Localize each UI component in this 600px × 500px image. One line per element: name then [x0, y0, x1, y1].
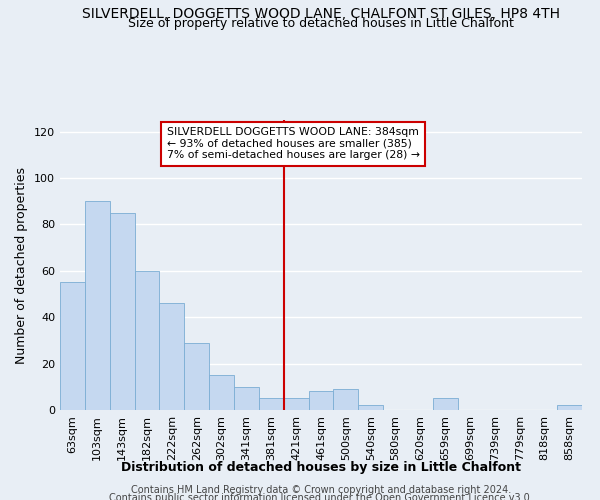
Bar: [284, 398, 308, 410]
Bar: [234, 387, 259, 410]
Bar: [557, 406, 582, 410]
Bar: [110, 213, 134, 410]
Bar: [160, 304, 184, 410]
Text: SILVERDELL, DOGGETTS WOOD LANE, CHALFONT ST GILES, HP8 4TH: SILVERDELL, DOGGETTS WOOD LANE, CHALFONT…: [82, 8, 560, 22]
Bar: [209, 375, 234, 410]
Bar: [334, 389, 358, 410]
Text: Contains HM Land Registry data © Crown copyright and database right 2024.: Contains HM Land Registry data © Crown c…: [131, 485, 511, 495]
Bar: [85, 201, 110, 410]
Bar: [60, 282, 85, 410]
Bar: [134, 271, 160, 410]
Text: SILVERDELL DOGGETTS WOOD LANE: 384sqm
← 93% of detached houses are smaller (385): SILVERDELL DOGGETTS WOOD LANE: 384sqm ← …: [167, 127, 420, 160]
Bar: [308, 392, 334, 410]
Y-axis label: Number of detached properties: Number of detached properties: [16, 166, 28, 364]
Bar: [184, 342, 209, 410]
Text: Distribution of detached houses by size in Little Chalfont: Distribution of detached houses by size …: [121, 461, 521, 474]
Bar: [433, 398, 458, 410]
Bar: [259, 398, 284, 410]
Bar: [358, 406, 383, 410]
Text: Size of property relative to detached houses in Little Chalfont: Size of property relative to detached ho…: [128, 18, 514, 30]
Text: Contains public sector information licensed under the Open Government Licence v3: Contains public sector information licen…: [109, 493, 533, 500]
